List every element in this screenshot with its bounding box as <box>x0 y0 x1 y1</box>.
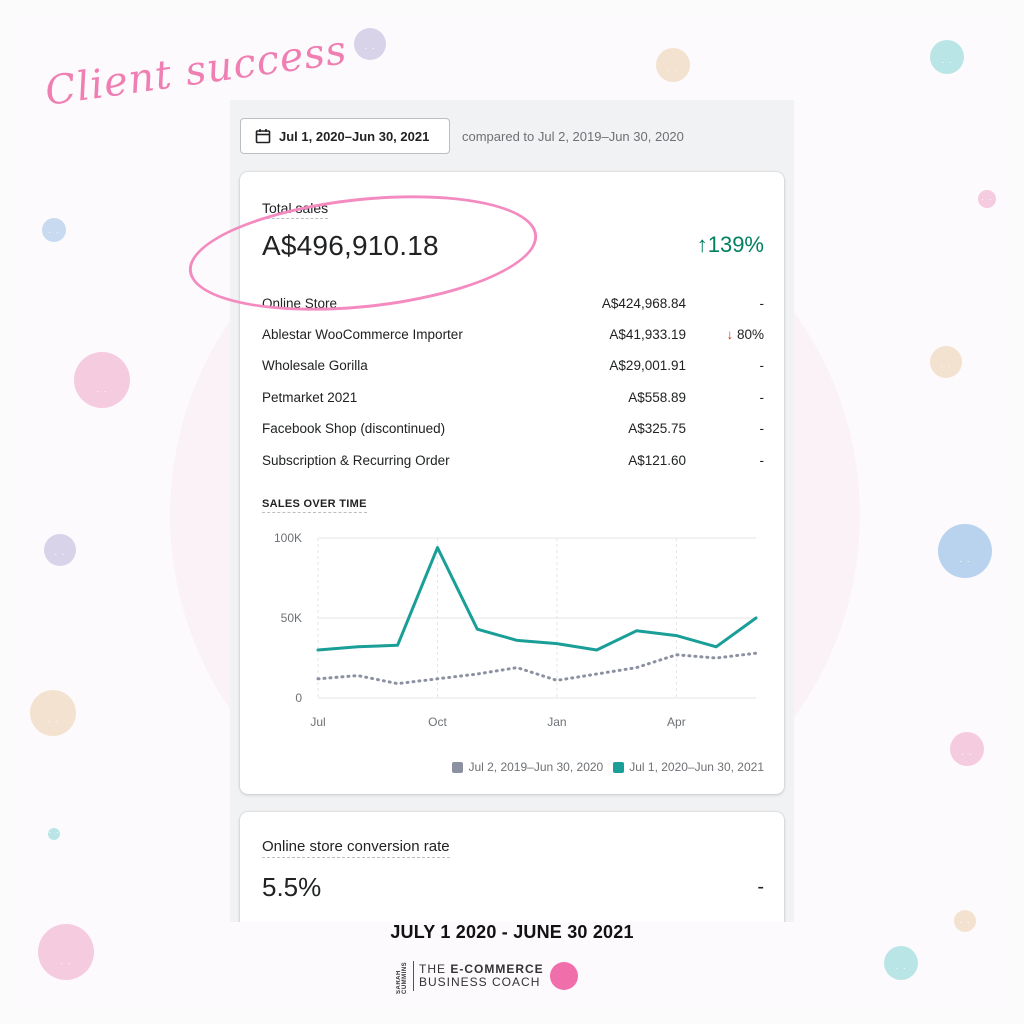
decorative-dot <box>978 190 996 208</box>
channel-name: Ablestar WooCommerce Importer <box>262 327 463 342</box>
logo-word-ecommerce: E-COMMERCE <box>450 962 544 976</box>
sales-over-time-chart: 100K 50K 0 Jul Oct Jan Apr <box>274 531 758 729</box>
series-line-previous <box>316 651 758 686</box>
channel-change: - <box>759 421 765 436</box>
series-line-current <box>316 546 758 652</box>
total-sales-card: Total sales A$496,910.18 ↑139% Online St… <box>240 172 784 794</box>
footer-date: JULY 1 2020 - JUNE 30 2021 <box>390 922 634 942</box>
x-tick-label: Jul <box>310 715 325 729</box>
legend-item-current[interactable]: Jul 1, 2020–Jun 30, 2021 <box>613 760 764 774</box>
analytics-panel: Jul 1, 2020–Jun 30, 2021 compared to Jul… <box>230 100 794 922</box>
channel-name: Subscription & Recurring Order <box>262 453 450 468</box>
legend-swatch <box>452 761 464 773</box>
x-tick-label: Apr <box>667 715 686 729</box>
sales-channel-row: Facebook Shop (discontinued) A$325.75 - <box>262 421 764 443</box>
decorative-dot <box>44 534 76 566</box>
y-tick-label: 50K <box>281 611 302 625</box>
calendar-icon <box>255 129 271 144</box>
logo-owner-name: SARAH CUMMINS <box>396 961 408 994</box>
channel-value: A$121.60 <box>628 453 686 468</box>
decorative-dot <box>930 40 964 74</box>
arrow-up-icon: ↑ <box>696 232 708 257</box>
channel-value: A$29,001.91 <box>609 358 686 373</box>
logo-word-business-coach: BUSINESS COACH <box>419 975 541 989</box>
decorative-dot <box>954 910 976 932</box>
channel-name: Petmarket 2021 <box>262 390 358 405</box>
sales-over-time-title[interactable]: SALES OVER TIME <box>262 498 367 513</box>
arrow-down-icon: ↓ <box>726 327 737 342</box>
logo-word-the: THE <box>419 962 446 976</box>
x-tick-label: Jan <box>547 715 566 729</box>
conversion-rate-value: 5.5% <box>262 872 322 902</box>
decorative-dot <box>656 48 690 82</box>
sales-channel-row: Ablestar WooCommerce Importer A$41,933.1… <box>262 327 764 349</box>
logo-wordmark: THE E-COMMERCE BUSINESS COACH <box>419 963 544 989</box>
conversion-rate-card: Online store conversion rate 5.5% - <box>240 812 784 922</box>
legend-item-previous[interactable]: Jul 2, 2019–Jun 30, 2020 <box>452 760 603 774</box>
channel-change: - <box>759 390 765 405</box>
channel-value: A$558.89 <box>628 390 686 405</box>
decorative-dot <box>354 28 386 60</box>
decorative-dot <box>38 924 94 980</box>
channel-change: - <box>759 296 765 311</box>
decorative-dot <box>930 346 962 378</box>
channel-name: Online Store <box>262 296 338 311</box>
y-tick-label: 100K <box>274 531 302 545</box>
chart-legend: Jul 2, 2019–Jun 30, 2020 Jul 1, 2020–Jun… <box>442 760 764 774</box>
channel-change: - <box>759 358 765 373</box>
total-sales-change: ↑139% <box>697 232 764 258</box>
decorative-dot <box>48 827 60 840</box>
decorative-dot <box>42 218 66 242</box>
decorative-dot <box>884 946 918 980</box>
decorative-dot <box>938 524 992 578</box>
logo-pink-dot <box>549 962 578 990</box>
channel-change: ↓ 80% <box>726 327 764 342</box>
total-sales-value: A$496,910.18 <box>262 230 439 261</box>
sales-channel-row: Subscription & Recurring Order A$121.60 … <box>262 453 764 475</box>
channel-value: A$325.75 <box>628 421 686 436</box>
channel-value: A$41,933.19 <box>609 327 686 342</box>
date-range-button[interactable]: Jul 1, 2020–Jun 30, 2021 <box>240 118 450 154</box>
decorative-dot <box>30 690 76 736</box>
legend-swatch <box>613 761 625 773</box>
sales-channel-row: Wholesale Gorilla A$29,001.91 - <box>262 358 764 380</box>
x-tick-label: Oct <box>428 715 447 729</box>
sales-channel-row: Online Store A$424,968.84 - <box>262 296 764 318</box>
y-tick-label: 0 <box>295 691 302 705</box>
total-sales-title[interactable]: Total sales <box>262 200 329 219</box>
total-sales-change-value: 139% <box>707 232 764 257</box>
sales-channel-row: Petmarket 2021 A$558.89 - <box>262 390 764 412</box>
brand-logo: SARAH CUMMINS THE E-COMMERCE BUSINESS CO… <box>396 958 578 994</box>
conversion-rate-title[interactable]: Online store conversion rate <box>262 838 450 858</box>
channel-name: Wholesale Gorilla <box>262 358 368 373</box>
channel-change: - <box>759 453 765 468</box>
channel-name: Facebook Shop (discontinued) <box>262 421 446 436</box>
legend-label: Jul 2, 2019–Jun 30, 2020 <box>468 760 604 774</box>
legend-label: Jul 1, 2020–Jun 30, 2021 <box>629 760 764 774</box>
date-range-label: Jul 1, 2020–Jun 30, 2021 <box>279 128 430 144</box>
decorative-dot <box>74 352 130 408</box>
channel-value: A$424,968.84 <box>601 296 686 311</box>
channel-change-value: 80% <box>736 327 764 342</box>
conversion-rate-change: - <box>757 876 764 898</box>
compared-text: compared to Jul 2, 2019–Jun 30, 2020 <box>462 129 684 144</box>
decorative-dot <box>950 732 984 766</box>
logo-divider <box>413 961 414 991</box>
